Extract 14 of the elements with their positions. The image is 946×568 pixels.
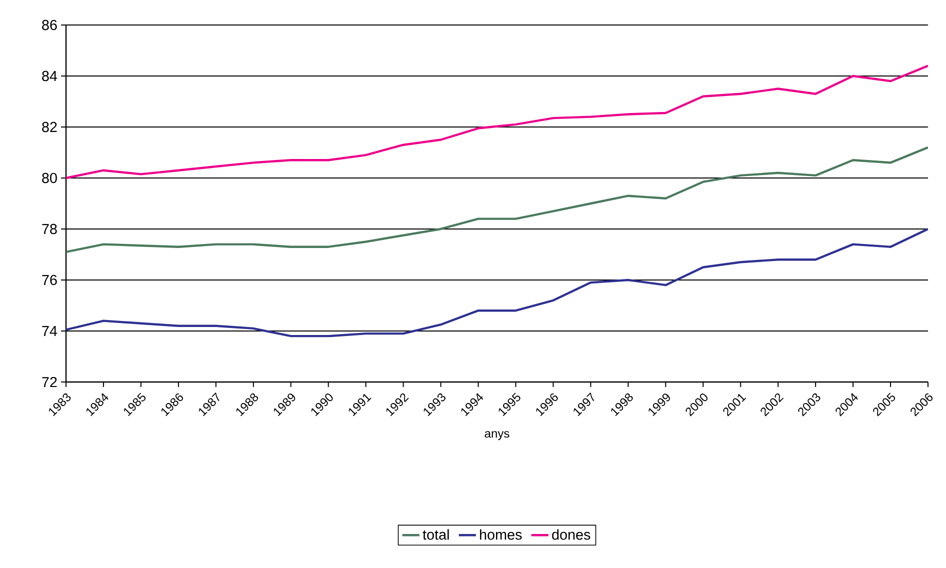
y-tick-label: 76 xyxy=(42,274,57,286)
legend-label: homes xyxy=(480,529,522,540)
y-tick-label: 80 xyxy=(42,172,57,184)
y-tick-label: 78 xyxy=(42,224,57,234)
legend-label: total xyxy=(422,529,449,540)
x-axis-title: anys xyxy=(484,431,510,440)
line-series xyxy=(66,228,928,338)
y-tick-label: 86 xyxy=(42,20,57,30)
y-tick-label: 84 xyxy=(42,70,58,82)
line-series xyxy=(66,64,928,180)
legend-label: dones xyxy=(552,529,590,540)
y-tick-label: 74 xyxy=(42,326,58,336)
y-tick-label: 82 xyxy=(42,122,57,132)
y-tick-label: 72 xyxy=(42,376,57,388)
